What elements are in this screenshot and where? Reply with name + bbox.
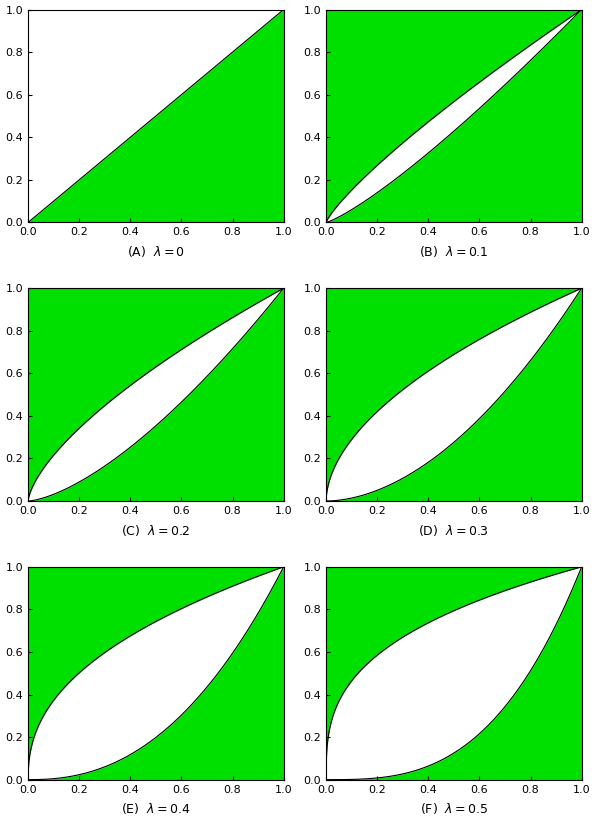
X-axis label: (F)  $\lambda = 0.5$: (F) $\lambda = 0.5$ xyxy=(420,801,488,816)
X-axis label: (A)  $\lambda = 0$: (A) $\lambda = 0$ xyxy=(127,244,185,259)
X-axis label: (B)  $\lambda = 0.1$: (B) $\lambda = 0.1$ xyxy=(419,244,489,259)
X-axis label: (C)  $\lambda = 0.2$: (C) $\lambda = 0.2$ xyxy=(122,523,191,538)
X-axis label: (E)  $\lambda = 0.4$: (E) $\lambda = 0.4$ xyxy=(121,801,191,816)
X-axis label: (D)  $\lambda = 0.3$: (D) $\lambda = 0.3$ xyxy=(418,523,489,538)
